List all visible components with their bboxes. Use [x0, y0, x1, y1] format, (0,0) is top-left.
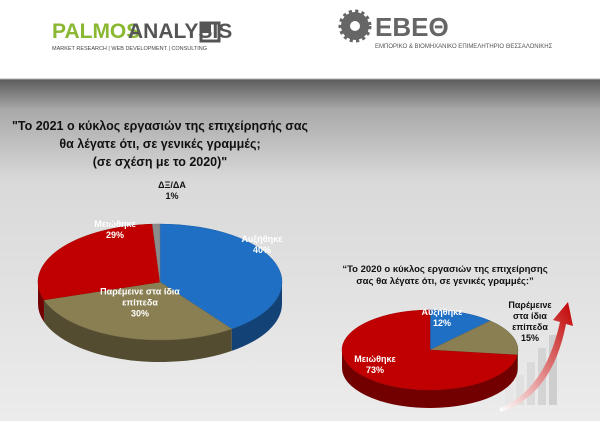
category-label: Αυξήθηκε	[241, 234, 283, 244]
value-label: 73%	[365, 365, 384, 375]
value-label: 1%	[165, 191, 179, 201]
value-label: 15%	[520, 333, 539, 343]
pie-slice	[43, 281, 233, 341]
value-label: 29%	[105, 230, 124, 240]
value-label: 12%	[432, 318, 451, 328]
category-label: Παρέμεινε στα ίδια επίπεδα	[100, 286, 180, 308]
pie-slice	[37, 223, 161, 301]
chart-title: “Το 2020 ο κύκλος εργασιών της επιχείρησ…	[342, 264, 547, 275]
pie-slice-side	[517, 350, 518, 374]
pie-slice	[341, 309, 518, 391]
chart-title: σας θα λέγατε ότι, σε γενικές γραμμές:”	[356, 276, 534, 287]
org-name: ΕΒΕΘ	[375, 12, 449, 42]
pie-slice	[429, 320, 519, 356]
category-label: Μειώθηκε	[94, 219, 136, 229]
brand-icon	[201, 23, 211, 33]
pie-slice	[159, 223, 283, 330]
data-label: ΔΞ/ΔΑ 1%	[147, 180, 197, 202]
org-gear	[338, 9, 372, 43]
pie-slice-side	[342, 350, 518, 409]
chart-title: θα λέγατε ότι, σε γενικές γραμμές;	[59, 137, 260, 151]
pie-slice-side	[43, 299, 232, 362]
category-label: Μειώθηκε	[354, 354, 396, 364]
data-label: Αυξήθηκε 40%	[227, 234, 297, 256]
brand-a: PALMOS	[52, 20, 140, 43]
value-label: 30%	[130, 308, 149, 319]
category-label: Αυξήθηκε	[421, 307, 463, 317]
chart-title: "Το 2021 ο κύκλος εργασιών της επιχείρησ…	[12, 119, 308, 133]
category-label: ΔΞ/ΔΑ	[158, 180, 186, 190]
org-gear	[350, 21, 360, 31]
growth-arrow	[500, 302, 573, 412]
pie-slice	[429, 309, 491, 351]
data-label: Μειώθηκε 73%	[345, 354, 405, 376]
pie-slice-side	[38, 282, 44, 322]
data-label: Παρέμεινε στα ίδια επίπεδα 30%	[100, 287, 180, 320]
data-label: Παρέμεινε στα ίδια επίπεδα 15%	[503, 300, 558, 344]
brand-tagline: MARKET RESEARCH | WEB DEVELOPMENT | CONS…	[52, 46, 207, 52]
pie-slice-side	[231, 282, 282, 351]
data-label: Μειώθηκε 29%	[85, 219, 145, 241]
chart-title: (σε σχέση με το 2020)"	[93, 155, 228, 169]
org-full: ΕΜΠΟΡΙΚΟ & ΒΙΟΜΗΧΑΝΙΚΟ ΕΠΙΜΕΛΗΤΗΡΙΟ ΘΕΣΣ…	[375, 44, 553, 50]
category-label: Παρέμεινε στα ίδια επίπεδα	[508, 300, 552, 332]
data-label: Αυξήθηκε 12%	[412, 307, 472, 329]
value-label: 40%	[252, 245, 271, 255]
pie-slice	[152, 223, 161, 283]
